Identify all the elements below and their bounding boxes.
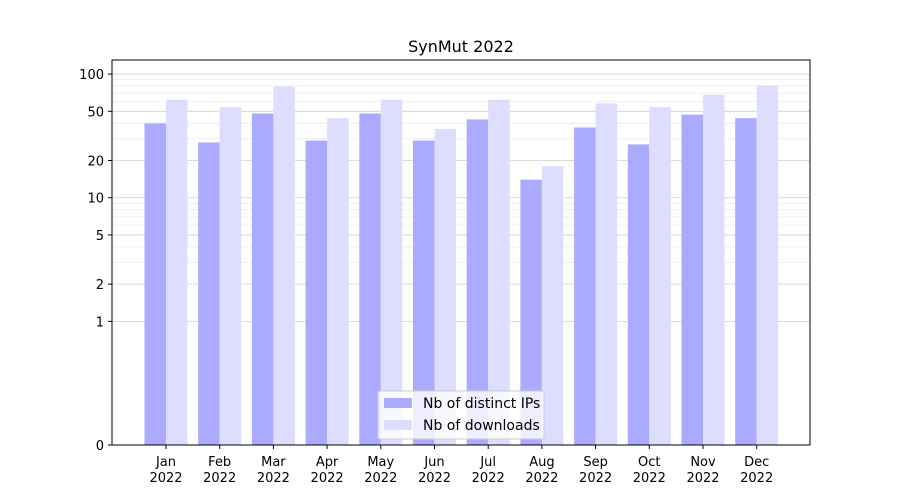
bar-distinct-ips (466, 119, 489, 445)
bar-distinct-ips (413, 140, 435, 445)
x-tick-label: Apr (316, 455, 339, 470)
y-tick-label: 0 (96, 439, 104, 454)
y-tick-label: 50 (87, 105, 104, 120)
x-tick-label: 2022 (203, 471, 236, 486)
y-tick-label: 5 (96, 229, 104, 244)
y-tick-label: 1 (96, 315, 104, 330)
bar-downloads (434, 128, 456, 445)
x-tick-label: Mar (261, 455, 286, 470)
x-tick-label: 2022 (472, 471, 505, 486)
legend-frame (377, 390, 545, 440)
x-tick-label: 2022 (633, 471, 666, 486)
bar-distinct-ips (144, 123, 166, 445)
x-tick-label: 2022 (364, 471, 397, 486)
bars-layer (144, 85, 779, 446)
x-tick-label: Jan (155, 455, 176, 470)
bar-downloads (649, 107, 671, 445)
bar-downloads (380, 99, 403, 445)
x-tick-label: Sep (583, 455, 608, 470)
bar-downloads (703, 94, 725, 445)
bar-downloads (327, 118, 349, 446)
y-tick-label: 100 (79, 68, 104, 83)
legend-label-distinct-ips: Nb of distinct IPs (423, 396, 540, 412)
legend-swatch-distinct-ips (384, 398, 412, 408)
x-tick-label: 2022 (257, 471, 290, 486)
bar-distinct-ips (198, 142, 220, 445)
bar-distinct-ips (305, 140, 328, 445)
x-tick-label: 2022 (525, 471, 558, 486)
x-axis: Jan2022Feb2022Mar2022Apr2022May2022Jun20… (149, 445, 773, 486)
x-tick-label: 2022 (418, 471, 451, 486)
x-tick-label: Jul (479, 455, 496, 470)
legend-label-downloads: Nb of downloads (423, 418, 540, 434)
y-axis: 0 1 2 5 10 20 50 100 (79, 68, 112, 454)
chart-title: SynMut 2022 (408, 37, 514, 56)
x-tick-label: Nov (690, 455, 716, 470)
x-tick-label: May (367, 455, 394, 470)
x-tick-label: Feb (208, 455, 231, 470)
plot-frame (111, 59, 811, 446)
x-tick-label: 2022 (149, 471, 182, 486)
bar-distinct-ips (735, 118, 757, 446)
x-tick-label: Oct (638, 455, 660, 470)
bar-downloads (541, 166, 564, 445)
x-tick-label: Jun (423, 455, 444, 470)
y-tick-label: 20 (87, 155, 104, 170)
x-tick-label: 2022 (579, 471, 612, 486)
bar-downloads (166, 99, 188, 445)
bar-downloads (219, 107, 242, 445)
x-tick-label: 2022 (686, 471, 719, 486)
x-tick-label: 2022 (311, 471, 344, 486)
bar-distinct-ips (251, 113, 274, 446)
bar-distinct-ips (359, 113, 381, 446)
x-tick-label: 2022 (740, 471, 773, 486)
x-tick-label: Aug (529, 455, 554, 470)
y-tick-label: 2 (96, 278, 104, 293)
bar-distinct-ips (520, 179, 542, 446)
y-tick-label: 10 (87, 192, 104, 207)
bar-distinct-ips (681, 114, 703, 445)
bar-distinct-ips (627, 144, 650, 445)
x-tick-label: Dec (744, 455, 769, 470)
bar-downloads (488, 99, 510, 445)
legend-swatch-downloads (384, 420, 412, 430)
bar-downloads (273, 86, 295, 446)
bar-downloads (595, 103, 618, 445)
bar-downloads (756, 85, 779, 445)
legend: Nb of distinct IPs Nb of downloads (377, 390, 545, 440)
bar-distinct-ips (574, 127, 596, 446)
